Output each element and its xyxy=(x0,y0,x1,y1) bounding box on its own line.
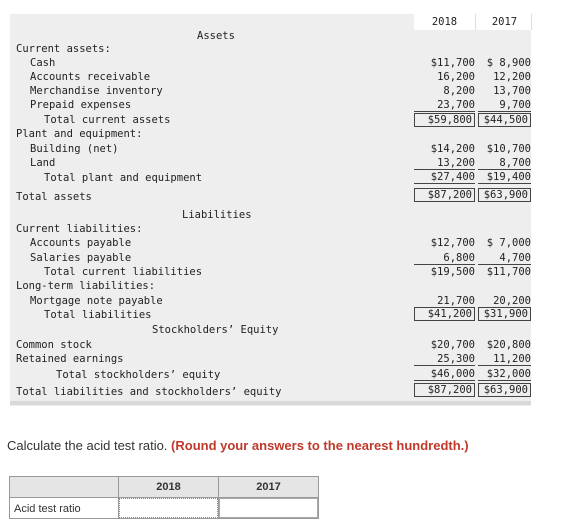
acid-test-ratio-label: Acid test ratio xyxy=(14,503,81,515)
label-total-current-assets: Total current assets xyxy=(44,114,171,126)
value-retained-2017: 11,200 xyxy=(478,353,531,366)
value-total-assets-2018: $87,200 xyxy=(414,188,475,202)
value-cash-2017: $ 8,900 xyxy=(486,57,531,69)
section-liabilities: Liabilities xyxy=(182,209,252,221)
value-prepaid-2017: 9,700 xyxy=(478,99,531,112)
label-retained-earnings: Retained earnings xyxy=(16,353,124,365)
value-common-stock-2017: $20,800 xyxy=(486,339,531,351)
label-merchandise-inventory: Merchandise inventory xyxy=(30,85,163,97)
label-total-plant-equipment: Total plant and equipment xyxy=(44,172,203,184)
balance-sheet: 2018 2017 Assets Current assets: Cash $1… xyxy=(10,14,532,406)
value-land-2018: 13,200 xyxy=(414,157,475,170)
acid-test-ratio-2018-input[interactable] xyxy=(119,498,218,518)
value-tca-2018: $59,800 xyxy=(414,113,475,127)
value-tca-2017: $44,500 xyxy=(478,113,531,127)
answer-table-header xyxy=(10,477,318,498)
acid-test-ratio-2017-input[interactable] xyxy=(219,498,318,518)
value-tle-2018: $87,200 xyxy=(414,383,475,397)
value-total-liabilities-2018: $41,200 xyxy=(414,307,475,321)
value-cash-2018: $11,700 xyxy=(430,57,475,69)
section-stockholders-equity: Stockholders’ Equity xyxy=(152,324,279,336)
value-prepaid-2018: 23,700 xyxy=(414,99,475,112)
value-total-equity-2018: $46,000 xyxy=(414,368,475,381)
column-divider xyxy=(218,477,219,518)
value-ar-2018: 16,200 xyxy=(437,71,475,83)
label-current-assets: Current assets: xyxy=(16,43,111,55)
value-inventory-2017: 13,700 xyxy=(493,85,531,97)
value-building-2018: $14,200 xyxy=(430,143,475,155)
label-cash: Cash xyxy=(30,57,56,69)
value-common-stock-2018: $20,700 xyxy=(430,339,475,351)
answer-header-2018: 2018 xyxy=(156,481,181,493)
value-total-assets-2017: $63,900 xyxy=(478,188,531,202)
header-2018: 2018 xyxy=(431,16,458,28)
value-land-2017: 8,700 xyxy=(478,157,531,170)
label-long-term-liabilities: Long-term liabilities: xyxy=(16,280,156,292)
label-current-liabilities: Current liabilities: xyxy=(16,223,143,235)
value-ap-2017: $ 7,000 xyxy=(486,237,531,249)
answer-header-2017: 2017 xyxy=(256,481,281,493)
label-mortgage-note: Mortgage note payable xyxy=(30,295,163,307)
question-rounding-note: (Round your answers to the nearest hundr… xyxy=(171,438,469,453)
value-ap-2018: $12,700 xyxy=(430,237,475,249)
value-salaries-2018: 6,800 xyxy=(414,252,475,265)
label-land: Land xyxy=(30,157,56,169)
label-building: Building (net) xyxy=(30,143,119,155)
label-total-liabilities: Total liabilities xyxy=(44,309,152,321)
label-accounts-receivable: Accounts receivable xyxy=(30,71,151,83)
label-total-current-liabilities: Total current liabilities xyxy=(44,266,203,278)
question-prefix: Calculate the acid test ratio. xyxy=(7,438,172,453)
value-building-2017: $10,700 xyxy=(486,143,531,155)
section-assets: Assets xyxy=(197,30,235,42)
label-total-assets: Total assets xyxy=(16,191,92,203)
header-cell-2018 xyxy=(414,14,476,30)
label-common-stock: Common stock xyxy=(16,339,92,351)
label-plant-equipment: Plant and equipment: xyxy=(16,128,143,140)
header-cell-2017 xyxy=(476,14,532,30)
value-total-equity-2017: $32,000 xyxy=(478,368,531,381)
value-inventory-2018: 8,200 xyxy=(443,85,475,97)
value-tpe-2018: $27,400 xyxy=(414,171,475,184)
label-total-equity: Total stockholders’ equity xyxy=(56,369,221,381)
section-divider xyxy=(10,401,531,405)
value-tcl-2017: $11,700 xyxy=(486,266,531,278)
header-2017: 2017 xyxy=(491,16,518,28)
value-total-liabilities-2017: $31,900 xyxy=(478,307,531,321)
value-ar-2017: 12,200 xyxy=(493,71,531,83)
answer-table: 2018 2017 Acid test ratio xyxy=(9,476,319,519)
value-tcl-2018: $19,500 xyxy=(430,266,475,278)
question-text: Calculate the acid test ratio. (Round yo… xyxy=(7,438,469,453)
value-tpe-2017: $19,400 xyxy=(478,171,531,184)
label-salaries-payable: Salaries payable xyxy=(30,252,132,264)
value-retained-2018: 25,300 xyxy=(414,353,475,366)
label-prepaid-expenses: Prepaid expenses xyxy=(30,99,132,111)
column-divider xyxy=(118,477,119,518)
value-tle-2017: $63,900 xyxy=(478,383,531,397)
label-total-liabilities-equity: Total liabilities and stockholders’ equi… xyxy=(16,386,282,398)
label-accounts-payable: Accounts payable xyxy=(30,237,132,249)
value-salaries-2017: 4,700 xyxy=(478,252,531,265)
